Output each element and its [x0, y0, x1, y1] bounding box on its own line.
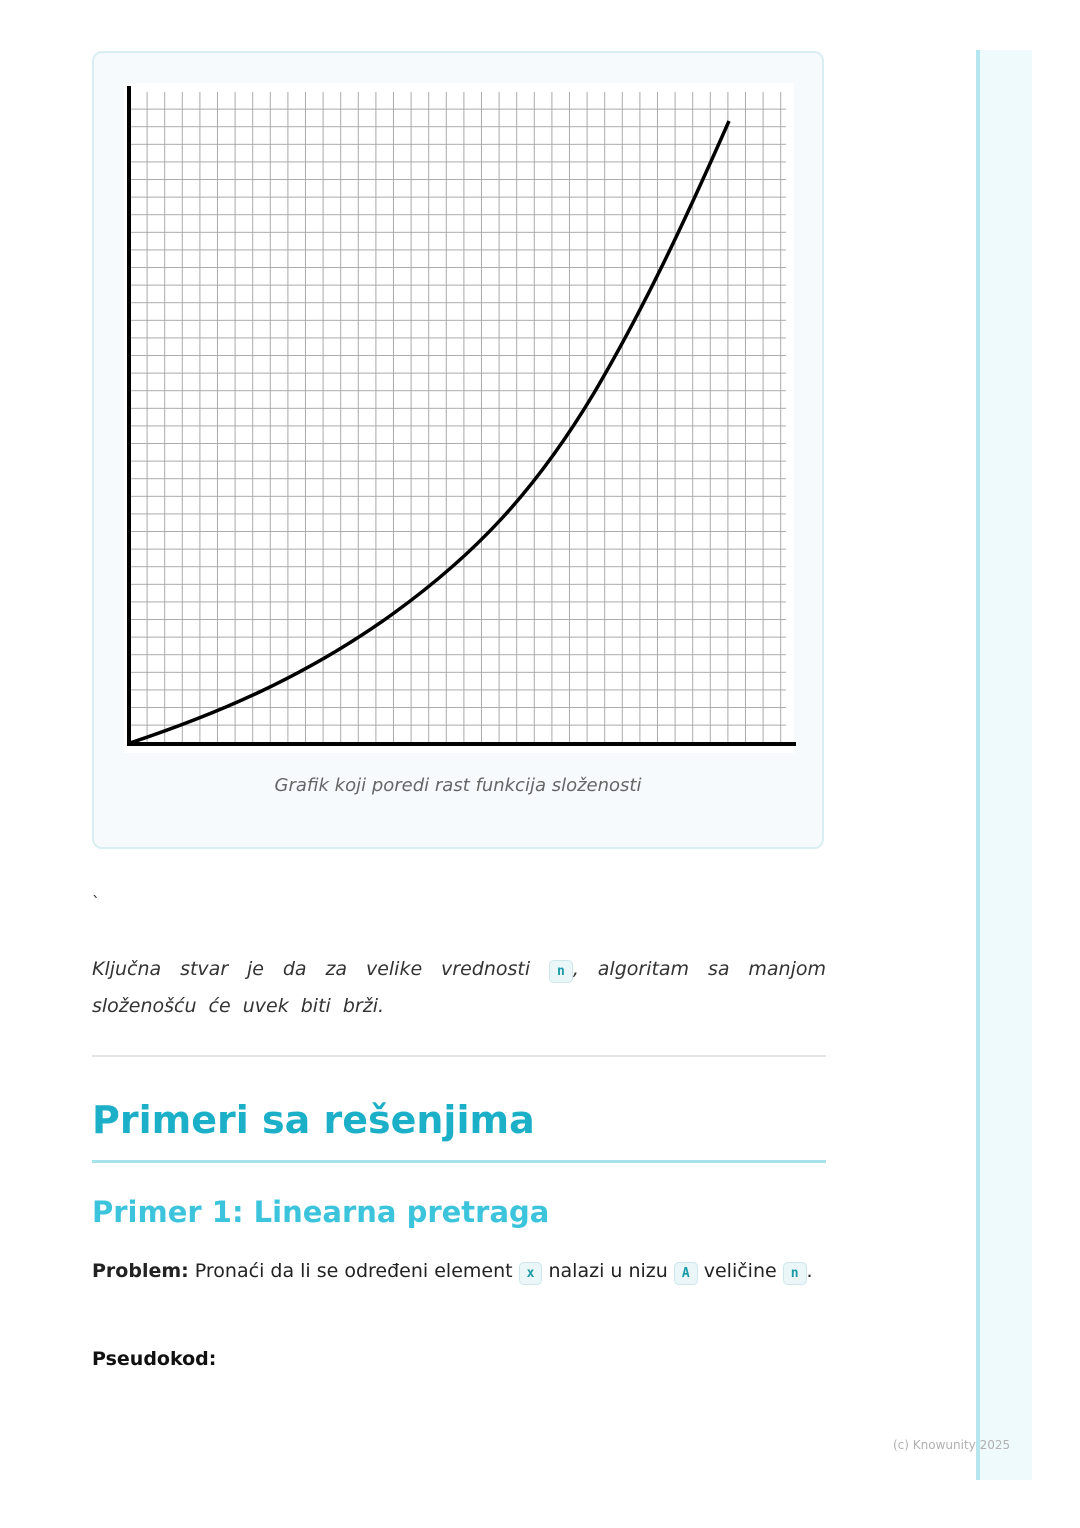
- pseudocode-label: Pseudokod:: [92, 1348, 217, 1370]
- figure-card: Grafik koji poredi rast funkcija složeno…: [92, 51, 824, 849]
- problem-statement: Problem: Pronaći da li se određeni eleme…: [92, 1253, 826, 1292]
- stray-mark: `: [92, 893, 100, 912]
- text: Pronaći da li se određeni element: [188, 1260, 519, 1282]
- footer-copyright: (c) Knowunity 2025: [893, 1438, 1011, 1452]
- grid: [130, 92, 786, 744]
- section-title: Primeri sa rešenjima: [92, 1098, 535, 1142]
- example-title: Primer 1: Linearna pretraga: [92, 1195, 550, 1229]
- text: veličine: [697, 1260, 783, 1282]
- side-bar: [976, 50, 1032, 1480]
- inline-code-x: x: [518, 1262, 543, 1285]
- divider: [92, 1055, 826, 1057]
- inline-code-n: n: [782, 1262, 807, 1285]
- text: nalazi u nizu: [542, 1260, 674, 1282]
- text: .: [806, 1260, 813, 1282]
- inline-code-a: A: [673, 1262, 698, 1285]
- growth-curve-graph: [124, 83, 796, 753]
- text: , algoritam sa manjom složenošću će uvek…: [92, 958, 826, 1017]
- figure-caption: Grafik koji poredi rast funkcija složeno…: [274, 775, 642, 796]
- inline-code: n: [549, 960, 573, 983]
- key-point-paragraph: Ključna stvar je da za velike vrednosti …: [92, 952, 826, 1024]
- text: Ključna stvar je da za velike vrednosti: [92, 958, 550, 980]
- problem-label: Problem:: [92, 1260, 189, 1282]
- growth-curve: [129, 120, 731, 745]
- title-underline: [92, 1160, 826, 1163]
